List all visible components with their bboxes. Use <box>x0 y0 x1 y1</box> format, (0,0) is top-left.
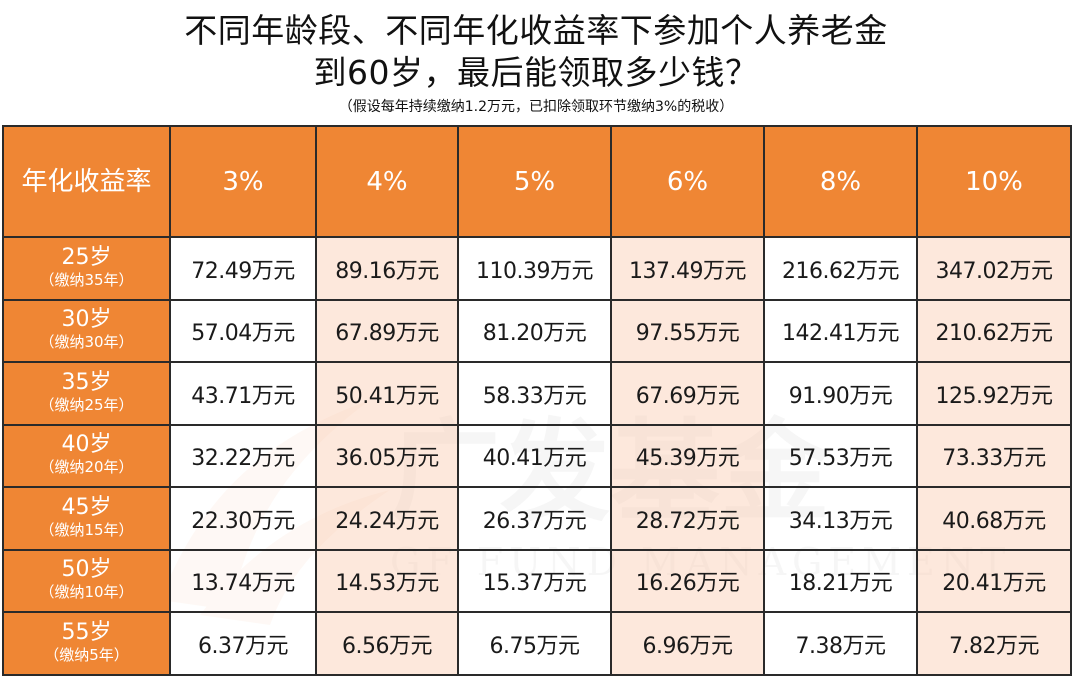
age-group-cell: 35岁 （缴纳25年） <box>2 361 171 426</box>
rate-header: 10% <box>916 124 1072 239</box>
table-row: 55岁 （缴纳5年） 6.37万元 6.56万元 6.75万元 6.96万元 7.38万元 7… <box>2 611 1072 676</box>
rate-header: 5% <box>457 124 612 239</box>
contribution-years-label: （缴纳25年） <box>39 395 134 414</box>
payout-value-cell: 137.49万元 <box>610 236 765 301</box>
contribution-years-label: （缴纳30年） <box>39 333 134 352</box>
payout-value-cell: 67.69万元 <box>610 361 765 426</box>
payout-value-cell: 73.33万元 <box>916 423 1072 489</box>
age-group-cell: 30岁 （缴纳30年） <box>2 298 171 364</box>
age-group-cell: 40岁 （缴纳20年） <box>2 423 171 489</box>
payout-value-cell: 347.02万元 <box>916 236 1072 301</box>
payout-value-cell: 91.90万元 <box>763 361 918 426</box>
payout-value-cell: 210.62万元 <box>916 298 1072 364</box>
table-row: 25岁 （缴纳35年） 72.49万元 89.16万元 110.39万元 137.49万元… <box>2 236 1072 301</box>
title-line-2: 到60岁，最后能领取多少钱？ <box>313 53 759 92</box>
payout-value-cell: 97.55万元 <box>610 298 765 364</box>
table-body: 25岁 （缴纳35年） 72.49万元 89.16万元 110.39万元 137.49万元… <box>2 236 1072 676</box>
age-group-cell: 25岁 （缴纳35年） <box>2 236 171 301</box>
table-row: 50岁 （缴纳10年） 13.74万元 14.53万元 15.37万元 16.26万元 18… <box>2 548 1072 614</box>
payout-value-cell: 18.21万元 <box>763 548 918 614</box>
payout-value-cell: 45.39万元 <box>610 423 765 489</box>
table-row: 30岁 （缴纳30年） 57.04万元 67.89万元 81.20万元 97.55万元 14… <box>2 298 1072 364</box>
payout-value-cell: 24.24万元 <box>315 486 459 551</box>
table-row: 35岁 （缴纳25年） 43.71万元 50.41万元 58.33万元 67.69万元 91… <box>2 361 1072 426</box>
title-line-1: 不同年龄段、不同年化收益率下参加个人养老金 <box>184 11 888 50</box>
age-label: 40岁 <box>61 432 112 458</box>
payout-value-cell: 67.89万元 <box>315 298 459 364</box>
payout-value-cell: 15.37万元 <box>457 548 612 614</box>
age-label: 55岁 <box>61 619 112 645</box>
payout-value-cell: 22.30万元 <box>169 486 317 551</box>
age-group-cell: 45岁 （缴纳15年） <box>2 486 171 551</box>
payout-value-cell: 110.39万元 <box>457 236 612 301</box>
rate-header: 6% <box>610 124 765 239</box>
payout-value-cell: 50.41万元 <box>315 361 459 426</box>
payout-value-cell: 125.92万元 <box>916 361 1072 426</box>
payout-value-cell: 6.37万元 <box>169 611 317 676</box>
rate-header: 3% <box>169 124 317 239</box>
contribution-years-label: （缴纳10年） <box>39 583 134 602</box>
payout-value-cell: 26.37万元 <box>457 486 612 551</box>
rate-header: 4% <box>315 124 459 239</box>
payout-value-cell: 16.26万元 <box>610 548 765 614</box>
payout-value-cell: 20.41万元 <box>916 548 1072 614</box>
payout-value-cell: 7.38万元 <box>763 611 918 676</box>
payout-value-cell: 14.53万元 <box>315 548 459 614</box>
payout-value-cell: 36.05万元 <box>315 423 459 489</box>
age-label: 50岁 <box>61 557 112 583</box>
age-label: 30岁 <box>61 307 112 333</box>
rate-header: 8% <box>763 124 918 239</box>
payout-value-cell: 32.22万元 <box>169 423 317 489</box>
age-group-cell: 50岁 （缴纳10年） <box>2 548 171 614</box>
payout-value-cell: 43.71万元 <box>169 361 317 426</box>
title-block: 不同年龄段、不同年化收益率下参加个人养老金 到60岁，最后能领取多少钱？ （假设… <box>0 0 1072 124</box>
payout-value-cell: 34.13万元 <box>763 486 918 551</box>
payout-value-cell: 57.04万元 <box>169 298 317 364</box>
payout-value-cell: 40.68万元 <box>916 486 1072 551</box>
payout-value-cell: 58.33万元 <box>457 361 612 426</box>
contribution-years-label: （缴纳5年） <box>44 645 129 664</box>
payout-value-cell: 6.75万元 <box>457 611 612 676</box>
pension-returns-table: 年化收益率 3% 4% 5% 6% 8% 10% 25岁 （缴纳35年） 72.49… <box>2 124 1072 676</box>
payout-value-cell: 6.96万元 <box>610 611 765 676</box>
contribution-years-label: （缴纳20年） <box>39 458 134 477</box>
payout-value-cell: 40.41万元 <box>457 423 612 489</box>
payout-value-cell: 7.82万元 <box>916 611 1072 676</box>
age-label: 25岁 <box>61 244 112 270</box>
payout-value-cell: 28.72万元 <box>610 486 765 551</box>
payout-value-cell: 216.62万元 <box>763 236 918 301</box>
assumption-note: （假设每年持续缴纳1.2万元，已扣除领取环节缴纳3%的税收） <box>338 99 734 115</box>
payout-value-cell: 142.41万元 <box>763 298 918 364</box>
table-row: 45岁 （缴纳15年） 22.30万元 24.24万元 26.37万元 28.72万元 34… <box>2 486 1072 551</box>
payout-value-cell: 13.74万元 <box>169 548 317 614</box>
contribution-years-label: （缴纳15年） <box>39 520 134 539</box>
age-group-cell: 55岁 （缴纳5年） <box>2 611 171 676</box>
corner-label: 年化收益率 <box>2 124 171 239</box>
age-label: 45岁 <box>61 494 112 520</box>
contribution-years-label: （缴纳35年） <box>39 270 134 289</box>
payout-value-cell: 6.56万元 <box>315 611 459 676</box>
table-row: 40岁 （缴纳20年） 32.22万元 36.05万元 40.41万元 45.39万元 57… <box>2 423 1072 489</box>
age-label: 35岁 <box>61 369 112 395</box>
payout-value-cell: 81.20万元 <box>457 298 612 364</box>
header-row: 年化收益率 3% 4% 5% 6% 8% 10% <box>2 124 1072 239</box>
payout-value-cell: 89.16万元 <box>315 236 459 301</box>
payout-value-cell: 57.53万元 <box>763 423 918 489</box>
payout-value-cell: 72.49万元 <box>169 236 317 301</box>
